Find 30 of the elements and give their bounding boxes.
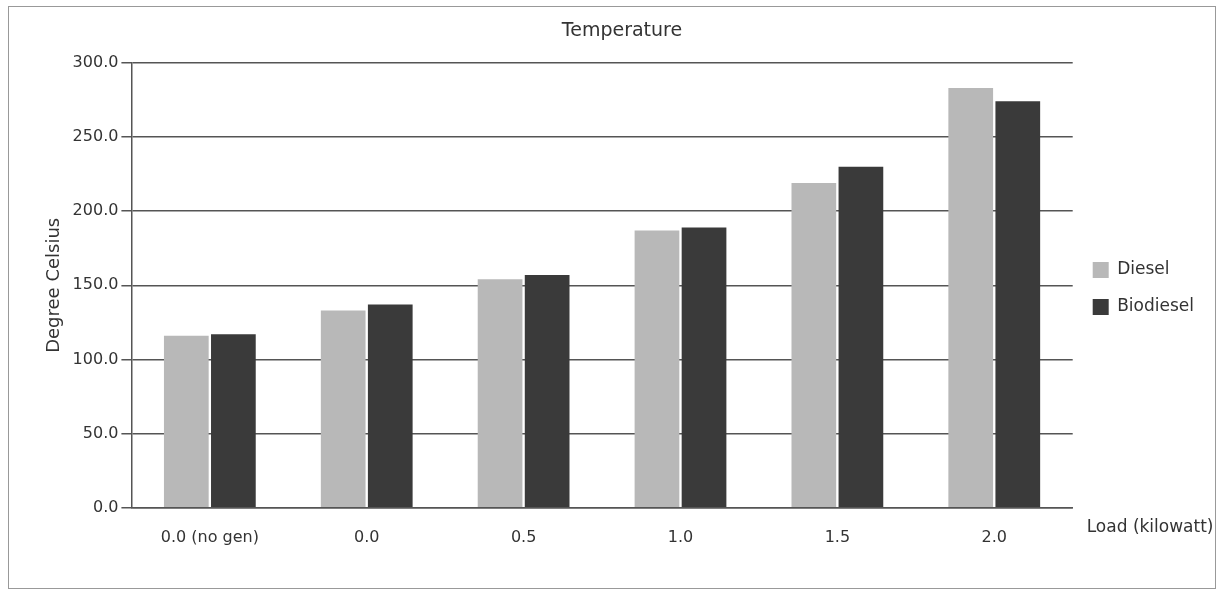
y-tick-label: 250.0 — [72, 126, 119, 146]
y-axis-title: Degree Celsius — [42, 217, 64, 353]
y-tick-label: 0.0 — [92, 496, 119, 516]
bar — [367, 304, 413, 508]
bar — [320, 310, 366, 508]
bar — [163, 335, 209, 508]
x-tick-label: 0.0 — [354, 526, 380, 546]
bar — [948, 88, 994, 508]
y-tick-label: 300.0 — [72, 51, 119, 71]
bar — [838, 166, 884, 508]
bar — [211, 334, 256, 508]
y-tick-label: 150.0 — [72, 274, 119, 294]
y-tick-label: 200.0 — [72, 200, 119, 220]
bar — [477, 279, 523, 508]
y-tick-label: 50.0 — [82, 422, 119, 442]
legend-label: Diesel — [1117, 258, 1170, 279]
x-tick-label: 2.0 — [981, 526, 1007, 546]
x-tick-label: 0.0 (no gen) — [160, 526, 259, 546]
bar — [681, 227, 727, 508]
bar — [524, 274, 570, 508]
x-tick-label: 1.5 — [824, 526, 851, 546]
y-tick-label: 100.0 — [72, 348, 119, 368]
x-tick-label: 0.5 — [510, 526, 537, 546]
bar — [791, 182, 837, 508]
x-axis-title: Load (kilowatt) — [1086, 516, 1214, 537]
bar — [995, 101, 1041, 508]
x-tick-label: 1.0 — [667, 526, 694, 546]
chart-title: Temperature — [560, 18, 683, 41]
bar — [634, 230, 680, 508]
legend-label: Biodiesel — [1117, 295, 1195, 316]
